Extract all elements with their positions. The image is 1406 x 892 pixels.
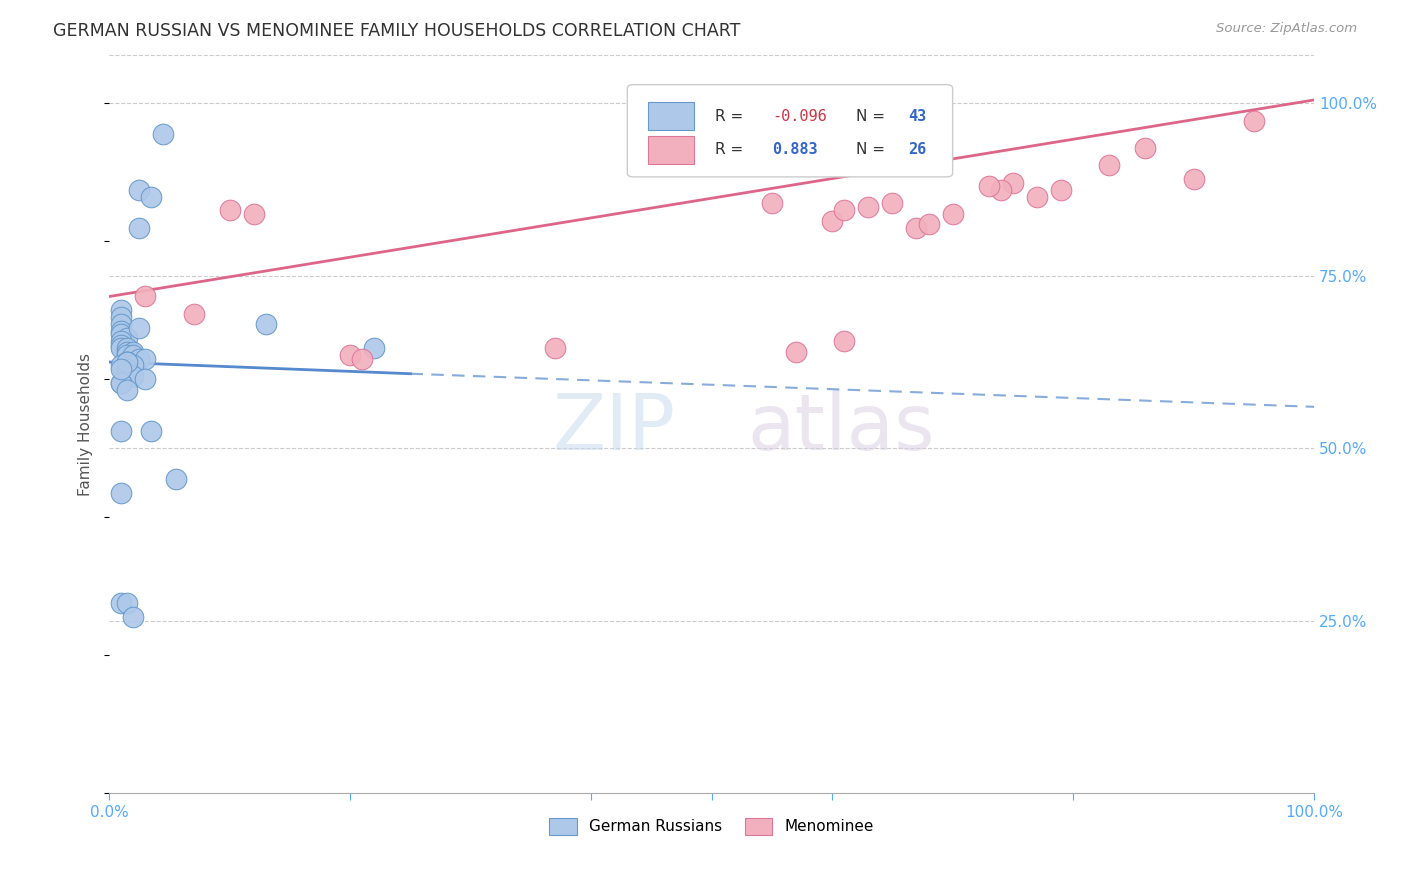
Point: [117, 355, 139, 369]
Point: [1182, 172, 1205, 186]
Text: Source: ZipAtlas.com: Source: ZipAtlas.com: [1216, 22, 1357, 36]
Point: [110, 376, 132, 390]
Point: [218, 203, 240, 218]
Point: [110, 303, 132, 318]
Point: [165, 472, 187, 486]
Point: [942, 207, 965, 221]
Point: [110, 324, 132, 338]
FancyBboxPatch shape: [627, 85, 953, 177]
Point: [1098, 159, 1121, 173]
Point: [1026, 189, 1049, 203]
Text: 26: 26: [908, 142, 927, 157]
Point: [117, 355, 139, 369]
Point: [128, 320, 150, 334]
Point: [977, 179, 1000, 194]
Point: [785, 344, 807, 359]
Point: [110, 317, 132, 331]
Text: N =: N =: [856, 109, 890, 124]
Point: [134, 289, 156, 303]
Point: [117, 355, 139, 369]
Point: [110, 334, 132, 349]
Point: [882, 196, 904, 211]
Point: [363, 341, 385, 355]
Point: [117, 344, 139, 359]
Point: [254, 317, 277, 331]
Point: [110, 310, 132, 325]
Point: [832, 203, 855, 218]
Point: [1050, 183, 1073, 197]
Text: atlas: atlas: [748, 390, 935, 466]
Text: GERMAN RUSSIAN VS MENOMINEE FAMILY HOUSEHOLDS CORRELATION CHART: GERMAN RUSSIAN VS MENOMINEE FAMILY HOUSE…: [53, 22, 741, 40]
Point: [128, 351, 150, 366]
Text: N =: N =: [856, 142, 890, 157]
Point: [110, 359, 132, 373]
Point: [243, 207, 266, 221]
Point: [122, 344, 145, 359]
Point: [122, 368, 145, 383]
Point: [110, 338, 132, 352]
Point: [122, 610, 145, 624]
Text: 0.883: 0.883: [772, 142, 817, 157]
Point: [352, 351, 374, 366]
Point: [141, 424, 163, 438]
Point: [339, 348, 361, 362]
Text: -0.096: -0.096: [772, 109, 827, 124]
Point: [117, 341, 139, 355]
Point: [152, 128, 174, 142]
Point: [110, 327, 132, 342]
Point: [117, 362, 139, 376]
Point: [128, 183, 150, 197]
Point: [544, 341, 567, 355]
Point: [134, 372, 156, 386]
Point: [832, 334, 855, 349]
Point: [821, 213, 844, 227]
Point: [183, 307, 205, 321]
Text: ZIP: ZIP: [553, 390, 675, 466]
Point: [117, 331, 139, 345]
Point: [917, 217, 939, 231]
Point: [117, 383, 139, 397]
Point: [128, 220, 150, 235]
Point: [110, 362, 132, 376]
Point: [117, 348, 139, 362]
Point: [905, 220, 928, 235]
Point: [110, 424, 132, 438]
Point: [117, 365, 139, 379]
Point: [110, 376, 132, 390]
Y-axis label: Family Households: Family Households: [79, 352, 93, 496]
Point: [761, 196, 783, 211]
Point: [122, 359, 145, 373]
Legend: German Russians, Menominee: German Russians, Menominee: [543, 812, 880, 840]
Point: [1243, 113, 1265, 128]
Point: [122, 348, 145, 362]
Point: [141, 189, 163, 203]
Point: [1001, 176, 1024, 190]
Point: [110, 341, 132, 355]
Point: [110, 486, 132, 500]
Text: R =: R =: [716, 142, 754, 157]
Point: [134, 351, 156, 366]
Text: R =: R =: [716, 109, 748, 124]
Bar: [648, 136, 693, 163]
Bar: [648, 103, 693, 130]
Point: [117, 596, 139, 610]
Point: [990, 183, 1012, 197]
Point: [1135, 141, 1157, 155]
Text: 43: 43: [908, 109, 927, 124]
Point: [110, 596, 132, 610]
Point: [858, 200, 880, 214]
